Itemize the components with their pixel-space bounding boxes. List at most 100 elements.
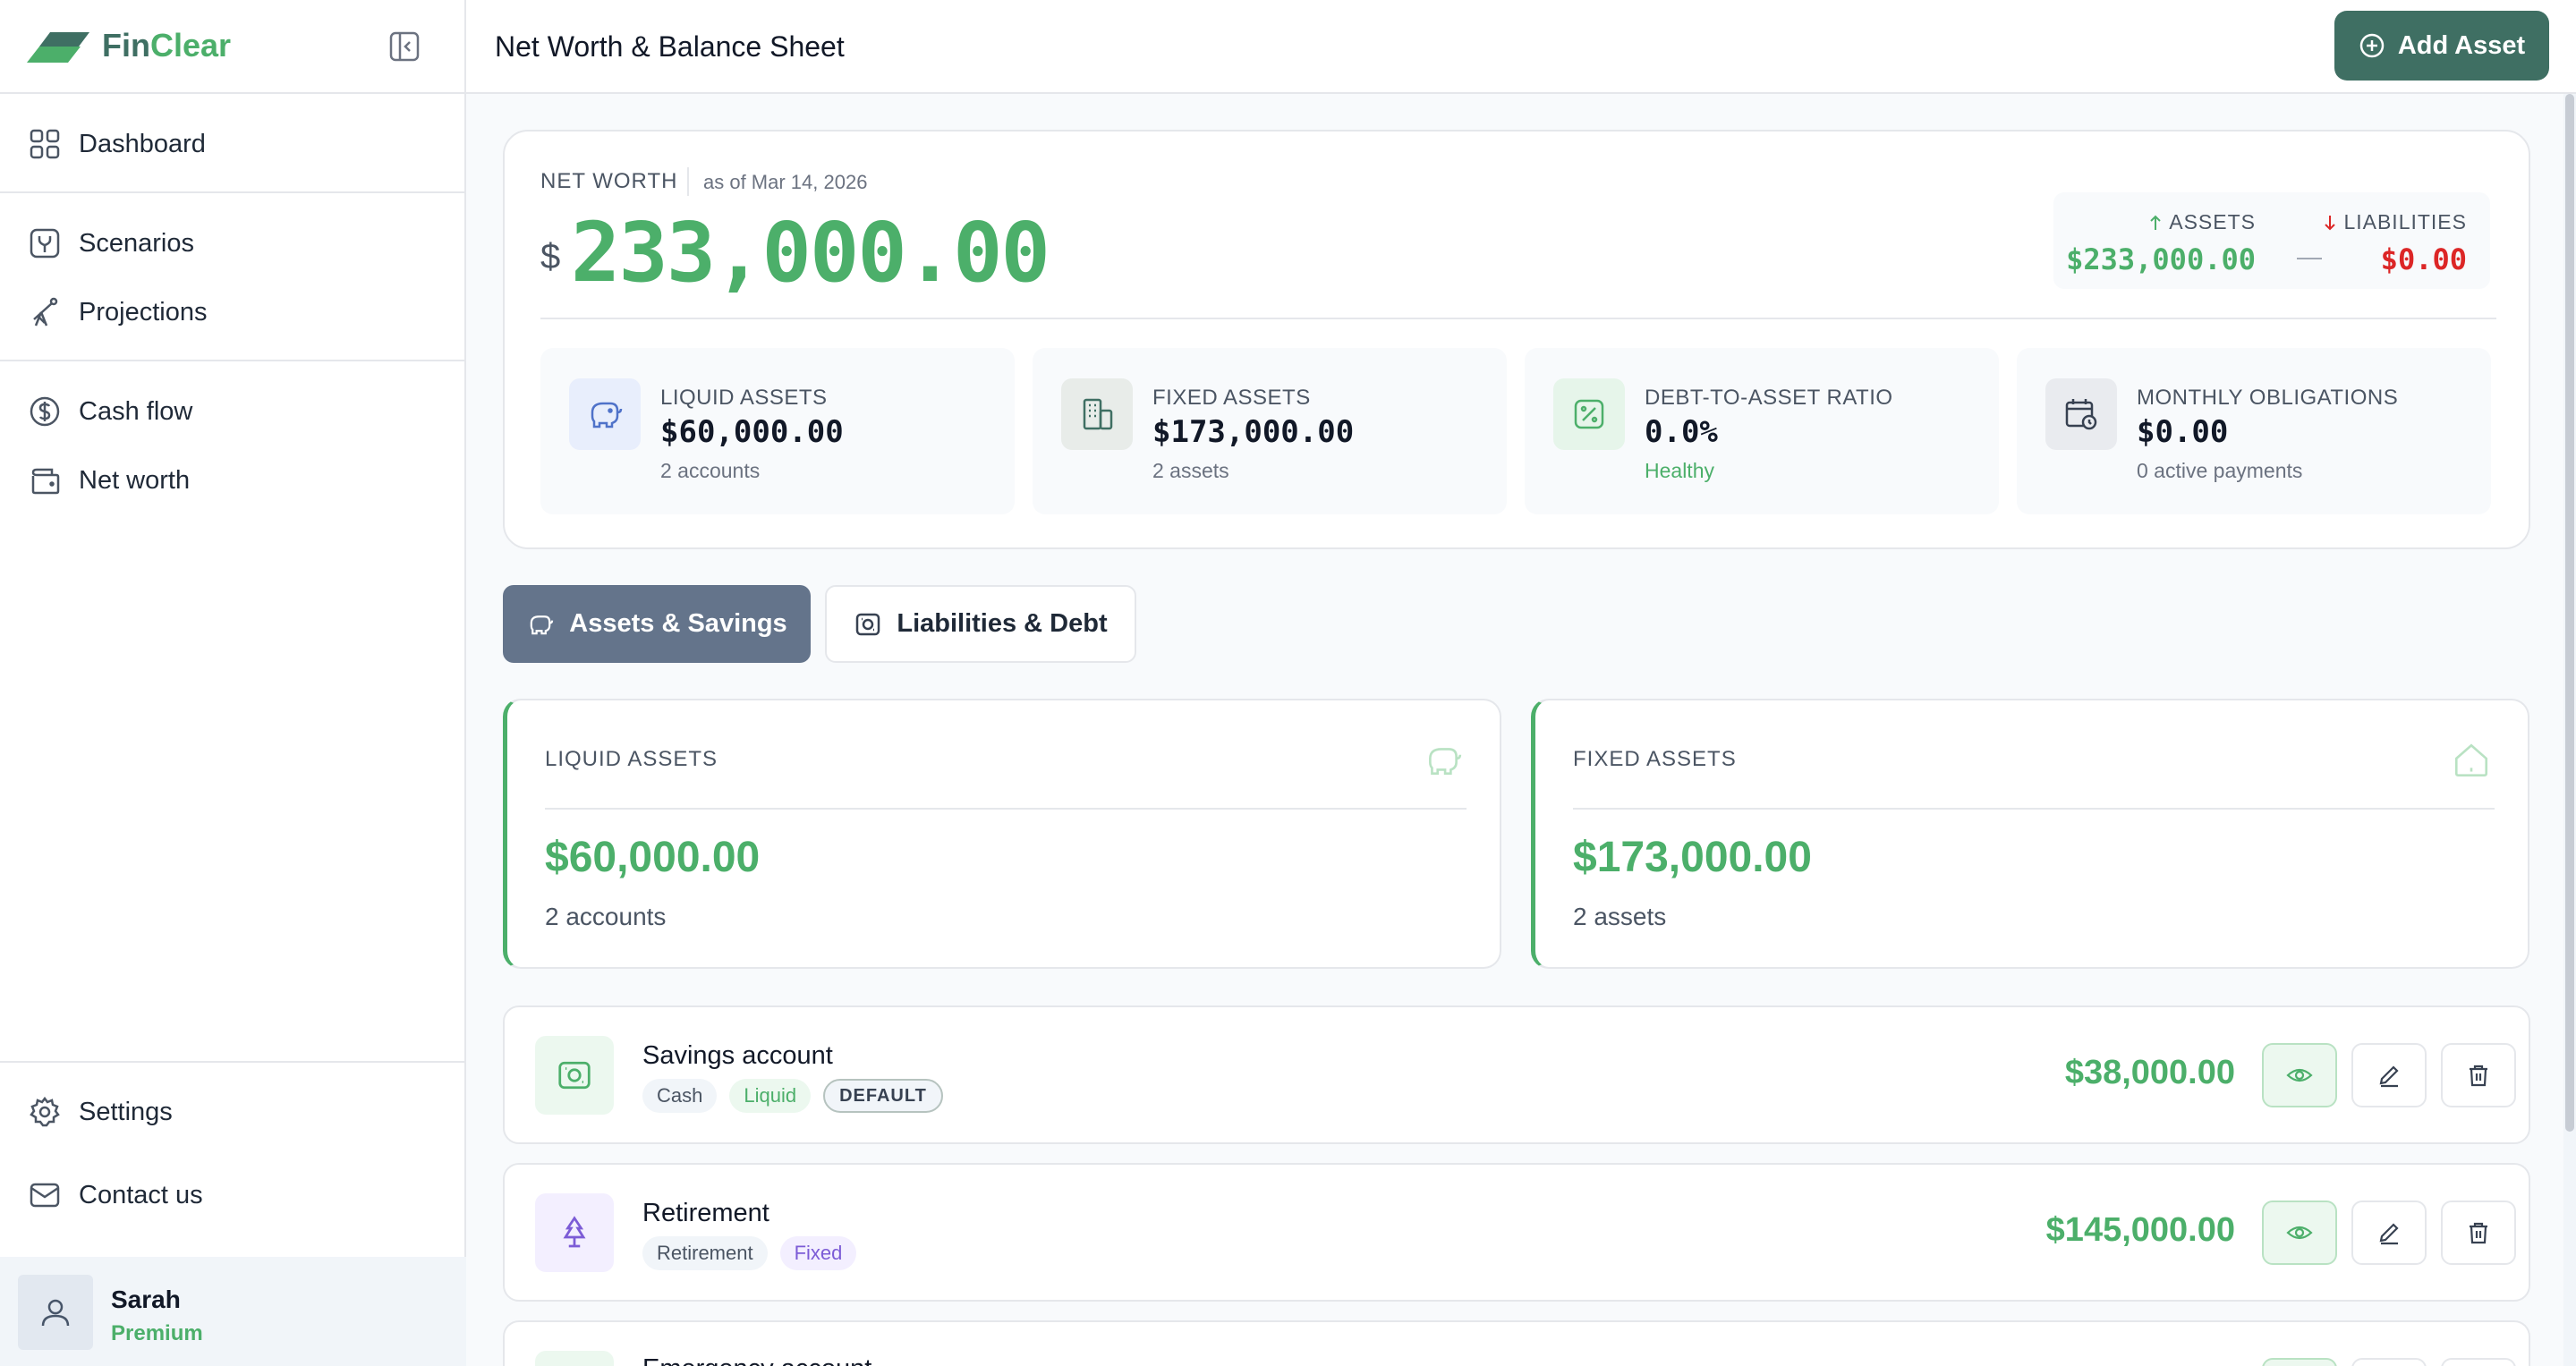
account-row-savings[interactable]: Savings account Cash Liquid DEFAULT $38,… — [503, 1005, 2530, 1144]
scrollbar-thumb[interactable] — [2565, 94, 2574, 1132]
sidebar-item-projections[interactable]: Projections — [0, 281, 466, 344]
view-button[interactable] — [2262, 1358, 2337, 1366]
pencil-icon — [2379, 1223, 2399, 1245]
sidebar-item-net-worth[interactable]: Net worth — [0, 449, 466, 512]
tree-icon — [535, 1193, 614, 1272]
grid-icon — [30, 129, 60, 159]
user-icon — [41, 1299, 70, 1327]
sidebar-item-label: Scenarios — [79, 228, 194, 258]
nav-divider — [0, 1061, 466, 1063]
view-button[interactable] — [2262, 1043, 2337, 1107]
net-worth-card: NET WORTH as of Mar 14, 2026 $ 233,000.0… — [503, 130, 2530, 549]
sidebar-item-cash-flow[interactable]: Cash flow — [0, 380, 466, 443]
tab-label: Liabilities & Debt — [897, 609, 1108, 638]
currency-symbol: $ — [540, 237, 561, 276]
finclear-logo — [27, 32, 89, 63]
stat-label: FIXED ASSETS — [1152, 386, 1311, 410]
delete-button[interactable] — [2441, 1201, 2516, 1265]
delete-button[interactable] — [2441, 1358, 2516, 1366]
account-tags: Retirement Fixed — [642, 1236, 857, 1270]
nav-divider — [0, 360, 466, 361]
user-name: Sarah — [111, 1285, 181, 1313]
trash-icon — [2470, 1222, 2487, 1244]
liquid-assets-summary-card: LIQUID ASSETS $60,000.00 2 accounts — [503, 699, 1501, 969]
stat-subtext: 0 active payments — [2137, 459, 2303, 482]
liquidity-tag: Liquid — [729, 1079, 812, 1113]
summary-subtext: 2 assets — [1573, 903, 1667, 930]
sidebar-item-label: Net worth — [79, 465, 191, 495]
as-of-date: as of Mar 14, 2026 — [703, 171, 868, 193]
account-amount: $145,000.00 — [2045, 1211, 2235, 1249]
main-scrollbar[interactable] — [2563, 94, 2576, 1366]
tab-label: Assets & Savings — [569, 609, 787, 638]
eye-icon — [2286, 1226, 2313, 1240]
add-asset-button[interactable]: Add Asset — [2334, 11, 2549, 81]
brand-header: FinClear — [0, 0, 466, 94]
stat-value: $60,000.00 — [660, 414, 844, 450]
category-tag: Retirement — [642, 1236, 768, 1270]
sidebar-collapse-icon[interactable] — [388, 30, 421, 63]
gear-icon — [30, 1096, 60, 1127]
delete-button[interactable] — [2441, 1043, 2516, 1107]
category-tag: Cash — [642, 1079, 718, 1113]
account-name: Emergency account — [642, 1354, 871, 1366]
sidebar-item-dashboard[interactable]: Dashboard — [0, 113, 466, 175]
divider — [687, 167, 689, 196]
divider — [540, 318, 2496, 319]
stat-liquid-assets: LIQUID ASSETS $60,000.00 2 accounts — [540, 348, 1015, 514]
brand-name: FinClear — [102, 27, 232, 64]
eye-icon — [2286, 1068, 2313, 1082]
wallet-icon — [31, 468, 60, 495]
divider — [545, 808, 1467, 810]
account-row-retirement[interactable]: Retirement Retirement Fixed $145,000.00 — [503, 1163, 2530, 1302]
tab-liabilities-debt[interactable]: Liabilities & Debt — [825, 585, 1136, 663]
avatar — [18, 1275, 93, 1350]
sidebar: FinClear Dashboard Scenarios Projections… — [0, 0, 466, 1366]
stat-value: $0.00 — [2137, 414, 2229, 450]
summary-label: LIQUID ASSETS — [545, 747, 718, 771]
summary-value: $173,000.00 — [1573, 834, 1812, 881]
edit-button[interactable] — [2351, 1358, 2427, 1366]
net-worth-label: NET WORTH — [540, 169, 678, 193]
tab-assets-savings[interactable]: Assets & Savings — [503, 585, 811, 663]
edit-button[interactable] — [2351, 1043, 2427, 1107]
dollar-circle-icon — [30, 396, 60, 427]
building-icon — [1061, 378, 1133, 450]
stat-value: 0.0% — [1645, 414, 1718, 450]
piggy-bank-icon — [1429, 748, 1462, 775]
stat-subtext: 2 assets — [1152, 459, 1229, 482]
sidebar-item-label: Dashboard — [79, 129, 206, 158]
sidebar-item-contact-us[interactable]: Contact us — [0, 1164, 466, 1226]
plus-circle-icon — [2359, 33, 2385, 58]
stat-subtext: 2 accounts — [660, 459, 761, 482]
nav-divider — [0, 191, 466, 193]
stat-label: LIQUID ASSETS — [660, 386, 828, 410]
account-name: Savings account — [642, 1041, 833, 1070]
edit-button[interactable] — [2351, 1201, 2427, 1265]
assets-total: $233,000.00 — [2066, 242, 2256, 276]
arrow-down-icon — [2325, 215, 2336, 230]
stat-value: $173,000.00 — [1152, 414, 1355, 450]
arrow-up-icon — [2150, 215, 2161, 230]
view-button[interactable] — [2262, 1201, 2337, 1265]
stat-label: DEBT-TO-ASSET RATIO — [1645, 386, 1893, 410]
liabilities-total: $0.00 — [2380, 242, 2467, 276]
piggy-bank-icon — [531, 615, 554, 634]
assets-liabilities-summary: ASSETS $233,000.00 — LIABILITIES $0.00 — [2053, 192, 2490, 289]
stat-label: MONTHLY OBLIGATIONS — [2137, 386, 2399, 410]
sidebar-item-label: Settings — [79, 1097, 173, 1126]
account-row-emergency[interactable]: Emergency account — [503, 1320, 2530, 1366]
divider — [1573, 808, 2495, 810]
percent-icon — [1553, 378, 1625, 450]
summary-label: FIXED ASSETS — [1573, 747, 1737, 771]
liabilities-label: LIABILITIES — [2324, 210, 2467, 234]
user-profile[interactable]: Sarah Premium — [0, 1257, 466, 1366]
sidebar-item-settings[interactable]: Settings — [0, 1081, 466, 1143]
banknote-icon — [535, 1351, 614, 1366]
default-badge: DEFAULT — [823, 1079, 943, 1113]
sidebar-item-scenarios[interactable]: Scenarios — [0, 212, 466, 275]
account-tags: Cash Liquid DEFAULT — [642, 1079, 943, 1113]
separator-dash: — — [2297, 242, 2322, 270]
stat-debt-to-asset: DEBT-TO-ASSET RATIO 0.0% Healthy — [1525, 348, 1999, 514]
account-amount: $38,000.00 — [2064, 1054, 2235, 1091]
